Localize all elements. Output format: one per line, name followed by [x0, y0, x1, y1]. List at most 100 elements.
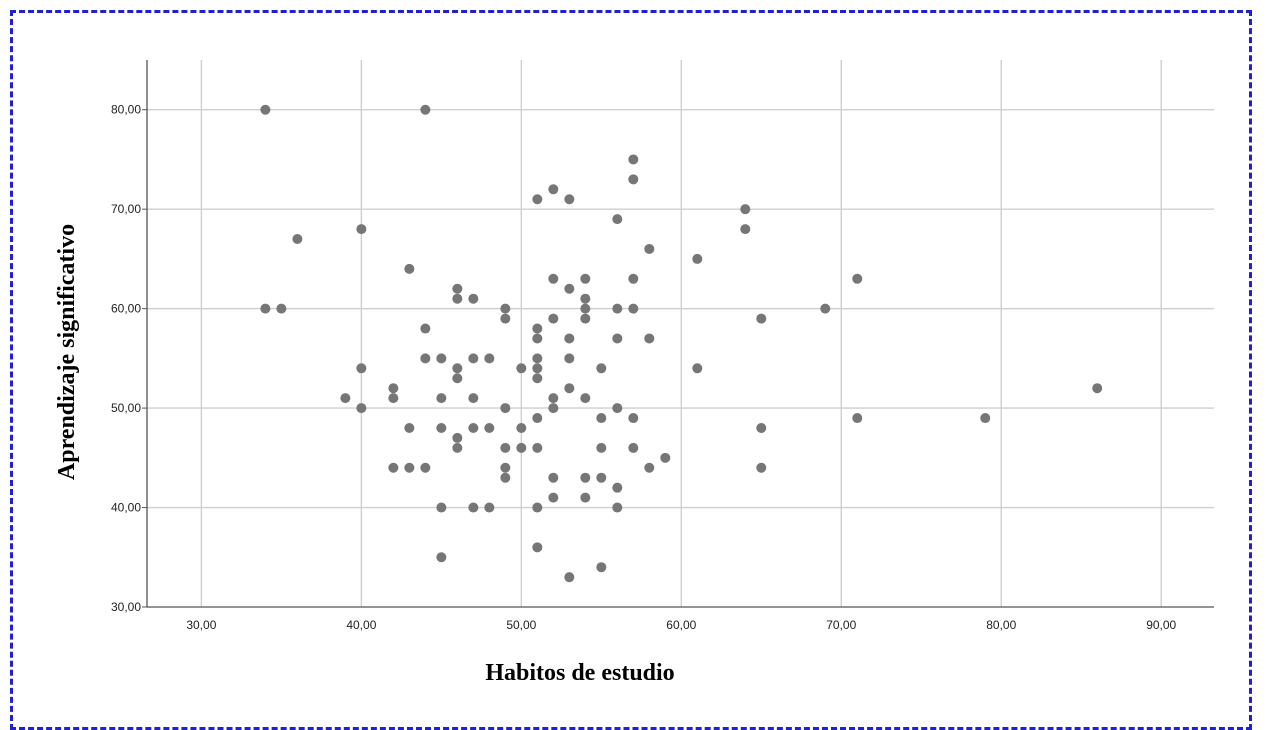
data-point	[612, 403, 623, 414]
data-point	[564, 283, 575, 294]
data-point	[548, 393, 559, 404]
x-tick-label: 60,00	[666, 618, 696, 632]
data-point	[532, 413, 543, 424]
data-point	[420, 462, 431, 473]
data-point	[356, 403, 367, 414]
data-point	[532, 194, 543, 205]
data-point	[260, 303, 271, 314]
data-point	[452, 363, 463, 374]
data-point	[628, 442, 639, 453]
x-tick-label: 90,00	[1146, 618, 1176, 632]
data-point	[660, 452, 671, 463]
data-point	[596, 413, 607, 424]
data-point	[548, 403, 559, 414]
data-point	[420, 323, 431, 334]
data-point	[580, 273, 591, 284]
data-point	[532, 542, 543, 553]
data-point	[436, 353, 447, 364]
data-point	[500, 303, 511, 314]
data-point	[548, 472, 559, 483]
data-point	[500, 472, 511, 483]
y-tick-label: 40,00	[111, 501, 141, 515]
data-point	[580, 293, 591, 304]
data-point	[692, 253, 703, 264]
tick-labels: 30,00 40,00 50,00 60,00 70,00 80,00 90,00 30,00…	[111, 103, 1177, 632]
data-point	[628, 413, 639, 424]
data-point	[420, 104, 431, 115]
data-point	[612, 502, 623, 513]
data-point	[516, 363, 527, 374]
data-point	[500, 442, 511, 453]
data-point	[580, 472, 591, 483]
data-point	[628, 273, 639, 284]
data-point	[548, 492, 559, 503]
data-point	[484, 422, 495, 433]
data-point	[644, 243, 655, 254]
data-point	[484, 502, 495, 513]
data-point	[756, 313, 767, 324]
data-points	[260, 104, 1103, 583]
data-point	[404, 263, 415, 274]
data-point	[532, 442, 543, 453]
data-point	[644, 462, 655, 473]
data-point	[388, 383, 399, 394]
data-point	[452, 373, 463, 384]
data-point	[644, 333, 655, 344]
data-point	[532, 373, 543, 384]
x-axis-title: Habitos de estudio	[485, 660, 674, 686]
data-point	[852, 413, 863, 424]
data-point	[548, 313, 559, 324]
data-point	[596, 442, 607, 453]
data-point	[260, 104, 271, 115]
data-point	[436, 552, 447, 563]
data-point	[596, 363, 607, 374]
data-point	[564, 383, 575, 394]
data-point	[532, 363, 543, 374]
data-point	[612, 482, 623, 493]
data-point	[612, 303, 623, 314]
data-point	[500, 313, 511, 324]
data-point	[388, 393, 399, 404]
data-point	[740, 224, 751, 235]
data-point	[820, 303, 831, 314]
data-point	[452, 283, 463, 294]
data-point	[516, 422, 527, 433]
data-point	[388, 462, 399, 473]
data-point	[612, 333, 623, 344]
y-tick-label: 50,00	[111, 401, 141, 415]
data-point	[564, 572, 575, 583]
x-tick-label: 70,00	[826, 618, 856, 632]
data-point	[404, 462, 415, 473]
data-point	[580, 492, 591, 503]
data-point	[612, 214, 623, 225]
data-point	[628, 174, 639, 185]
y-tick-label: 60,00	[111, 302, 141, 316]
data-point	[436, 502, 447, 513]
data-point	[468, 353, 479, 364]
data-point	[596, 472, 607, 483]
data-point	[516, 442, 527, 453]
data-point	[356, 363, 367, 374]
data-point	[436, 393, 447, 404]
data-point	[276, 303, 287, 314]
gridlines	[147, 60, 1214, 607]
data-point	[468, 393, 479, 404]
axes	[142, 60, 1214, 608]
data-point	[548, 184, 559, 195]
data-point	[532, 323, 543, 334]
data-point	[756, 422, 767, 433]
data-point	[580, 313, 591, 324]
scatter-chart: 30,00 40,00 50,00 60,00 70,00 80,00 90,00 30,00…	[54, 60, 1214, 686]
data-point	[340, 393, 351, 404]
data-point	[852, 273, 863, 284]
x-tick-label: 50,00	[506, 618, 536, 632]
y-tick-label: 80,00	[111, 103, 141, 117]
data-point	[532, 502, 543, 513]
data-point	[452, 293, 463, 304]
data-point	[356, 224, 367, 235]
data-point	[404, 422, 415, 433]
data-point	[468, 293, 479, 304]
data-point	[468, 422, 479, 433]
data-point	[532, 333, 543, 344]
data-point	[564, 194, 575, 205]
